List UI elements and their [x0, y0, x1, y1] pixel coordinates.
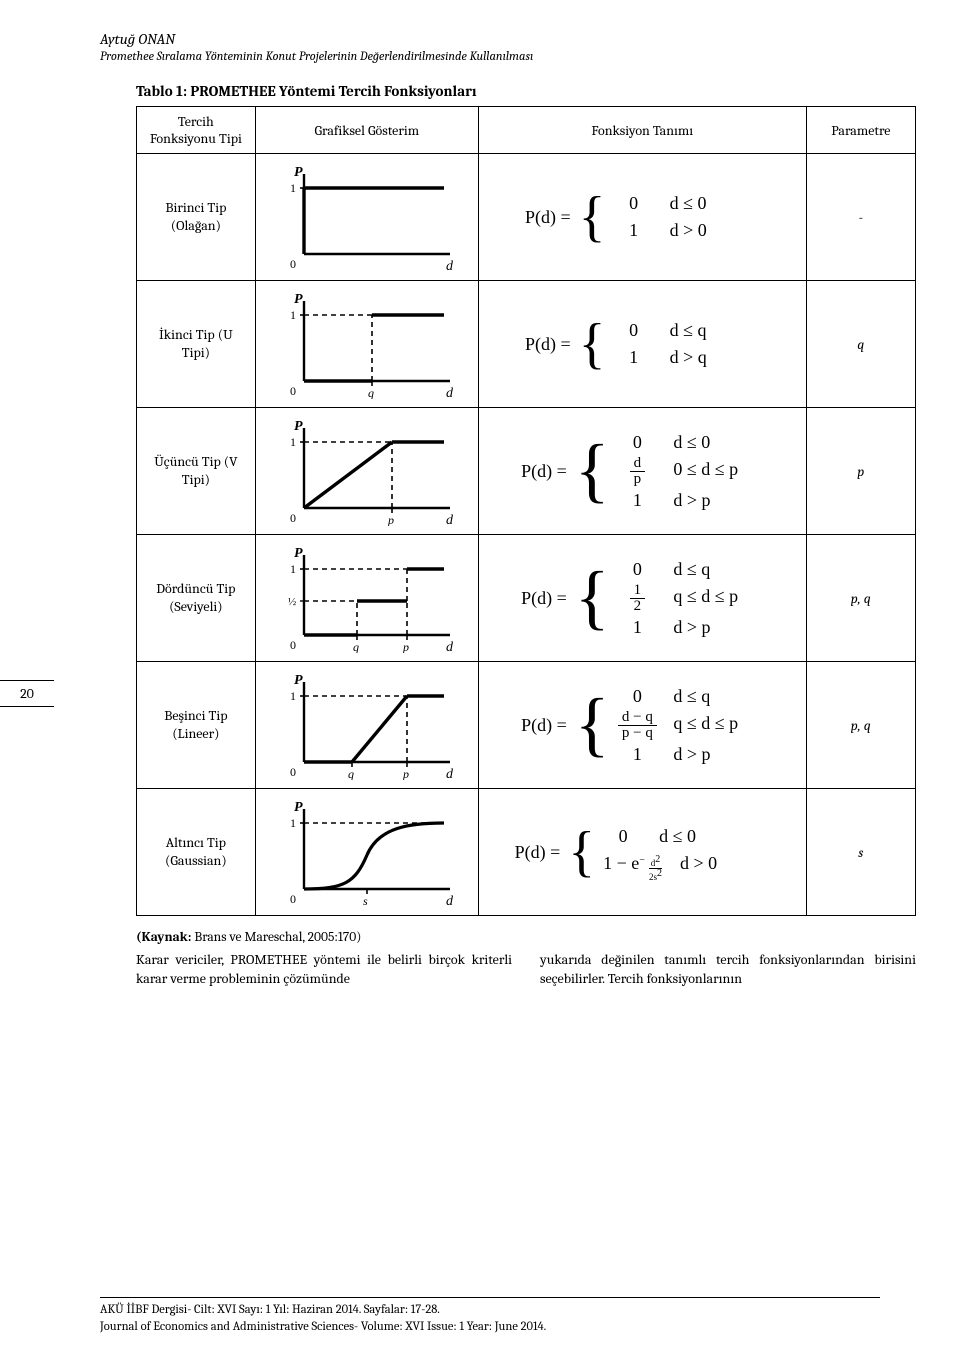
table-row: Birinci Tip (Olağan) P d 1 0 P(d) = { 0d… — [137, 154, 916, 281]
cell-graph: P d 1 0 s — [255, 789, 478, 916]
cell-type: Dördüncü Tip (Seviyeli) — [137, 535, 256, 662]
body-col-left: Karar vericiler, PROMETHEE yöntemi ile b… — [136, 951, 512, 989]
svg-text:p: p — [402, 640, 409, 653]
body-col-right: yukarıda değinilen tanımlı tercih fonksi… — [540, 951, 916, 989]
svg-text:d: d — [446, 767, 454, 780]
cell-func: P(d) = { 0d ≤ qd − qp − qq ≤ d ≤ p1d > p — [478, 662, 806, 789]
svg-text:p: p — [402, 767, 409, 780]
cell-type: Altıncı Tip (Gaussian) — [137, 789, 256, 916]
table-row: İkinci Tip (U Tipi) P d 1 0 q P(d) = { 0… — [137, 281, 916, 408]
graph-svg: P d 1 0 p — [272, 416, 462, 526]
th-type: Tercih Fonksiyonu Tipi — [137, 107, 256, 154]
page-footer: AKÜ İİBF Dergisi- Cilt: XVI Sayı: 1 Yıl:… — [100, 1297, 880, 1336]
cell-type: Üçüncü Tip (V Tipi) — [137, 408, 256, 535]
svg-text:p: p — [387, 513, 394, 526]
svg-text:0: 0 — [290, 257, 296, 271]
svg-text:q: q — [348, 767, 354, 780]
cell-param: p, q — [806, 535, 915, 662]
header-subtitle: Promethee Sıralama Yönteminin Konut Proj… — [100, 50, 880, 64]
svg-text:1: 1 — [290, 689, 296, 703]
svg-text:P: P — [294, 546, 303, 561]
svg-text:d: d — [446, 259, 454, 272]
svg-text:P: P — [294, 673, 303, 688]
preference-functions-table: Tercih Fonksiyonu Tipi Grafiksel Gösteri… — [136, 106, 916, 916]
cell-graph: P d 1 0 — [255, 154, 478, 281]
svg-text:1: 1 — [290, 562, 296, 576]
svg-text:P: P — [294, 165, 303, 180]
cell-param: s — [806, 789, 915, 916]
cell-func: P(d) = { 0d ≤ 01d > 0 — [478, 154, 806, 281]
cell-param: - — [806, 154, 915, 281]
svg-text:0: 0 — [290, 384, 296, 398]
cell-type: Beşinci Tip (Lineer) — [137, 662, 256, 789]
graph-svg: P d 1 0 q — [272, 289, 462, 399]
svg-text:0: 0 — [290, 892, 296, 906]
cell-graph: P d 1 0 p — [255, 408, 478, 535]
svg-text:d: d — [446, 386, 454, 399]
cell-param: p, q — [806, 662, 915, 789]
table-row: Üçüncü Tip (V Tipi) P d 1 0 p P(d) = { 0… — [137, 408, 916, 535]
svg-text:d: d — [446, 894, 454, 907]
cell-type: İkinci Tip (U Tipi) — [137, 281, 256, 408]
footer-line2: Journal of Economics and Administrative … — [100, 1319, 880, 1336]
th-graph: Grafiksel Gösterim — [255, 107, 478, 154]
svg-text:0: 0 — [290, 511, 296, 525]
graph-svg: P d 1 0 q p — [272, 670, 462, 780]
cell-type: Birinci Tip (Olağan) — [137, 154, 256, 281]
svg-text:P: P — [294, 292, 303, 307]
svg-text:1: 1 — [290, 816, 296, 830]
graph-svg: P d 1 0 s — [272, 797, 462, 907]
cell-param: q — [806, 281, 915, 408]
svg-text:1: 1 — [290, 308, 296, 322]
cell-func: P(d) = { 0d ≤ q1d > q — [478, 281, 806, 408]
cell-graph: P d 1 0 ½ q p — [255, 535, 478, 662]
source-text: Brans ve Mareschal, 2005:170) — [191, 930, 361, 945]
cell-func: P(d) = { 0d ≤ q12q ≤ d ≤ p1d > p — [478, 535, 806, 662]
header-author: Aytuğ ONAN — [100, 30, 880, 48]
th-func: Fonksiyon Tanımı — [478, 107, 806, 154]
table-title: Tablo 1: PROMETHEE Yöntemi Tercih Fonksi… — [136, 82, 880, 100]
source-label: (Kaynak: — [136, 930, 191, 945]
table-row: Dördüncü Tip (Seviyeli) P d 1 0 ½ q p P(… — [137, 535, 916, 662]
svg-text:P: P — [294, 419, 303, 434]
svg-text:½: ½ — [288, 596, 296, 608]
cell-func: P(d) = { 0d ≤ 01 − e−d22s2d > 0 — [478, 789, 806, 916]
cell-func: P(d) = { 0d ≤ 0dp0 ≤ d ≤ p1d > p — [478, 408, 806, 535]
svg-text:P: P — [294, 800, 303, 815]
svg-text:1: 1 — [290, 181, 296, 195]
svg-text:q: q — [353, 640, 359, 653]
svg-text:1: 1 — [290, 435, 296, 449]
svg-text:d: d — [446, 640, 454, 653]
cell-graph: P d 1 0 q — [255, 281, 478, 408]
table-row: Altıncı Tip (Gaussian) P d 1 0 s P(d) = … — [137, 789, 916, 916]
page-number: 20 — [0, 680, 54, 707]
svg-text:0: 0 — [290, 638, 296, 652]
graph-svg: P d 1 0 — [272, 162, 462, 272]
footer-line1: AKÜ İİBF Dergisi- Cilt: XVI Sayı: 1 Yıl:… — [100, 1302, 880, 1319]
graph-svg: P d 1 0 ½ q p — [272, 543, 462, 653]
svg-text:0: 0 — [290, 765, 296, 779]
table-source: (Kaynak: Brans ve Mareschal, 2005:170) — [136, 930, 916, 945]
svg-text:s: s — [363, 894, 368, 907]
th-param: Parametre — [806, 107, 915, 154]
svg-text:q: q — [368, 386, 374, 399]
cell-param: p — [806, 408, 915, 535]
svg-text:d: d — [446, 513, 454, 526]
table-row: Beşinci Tip (Lineer) P d 1 0 q p P(d) = … — [137, 662, 916, 789]
cell-graph: P d 1 0 q p — [255, 662, 478, 789]
